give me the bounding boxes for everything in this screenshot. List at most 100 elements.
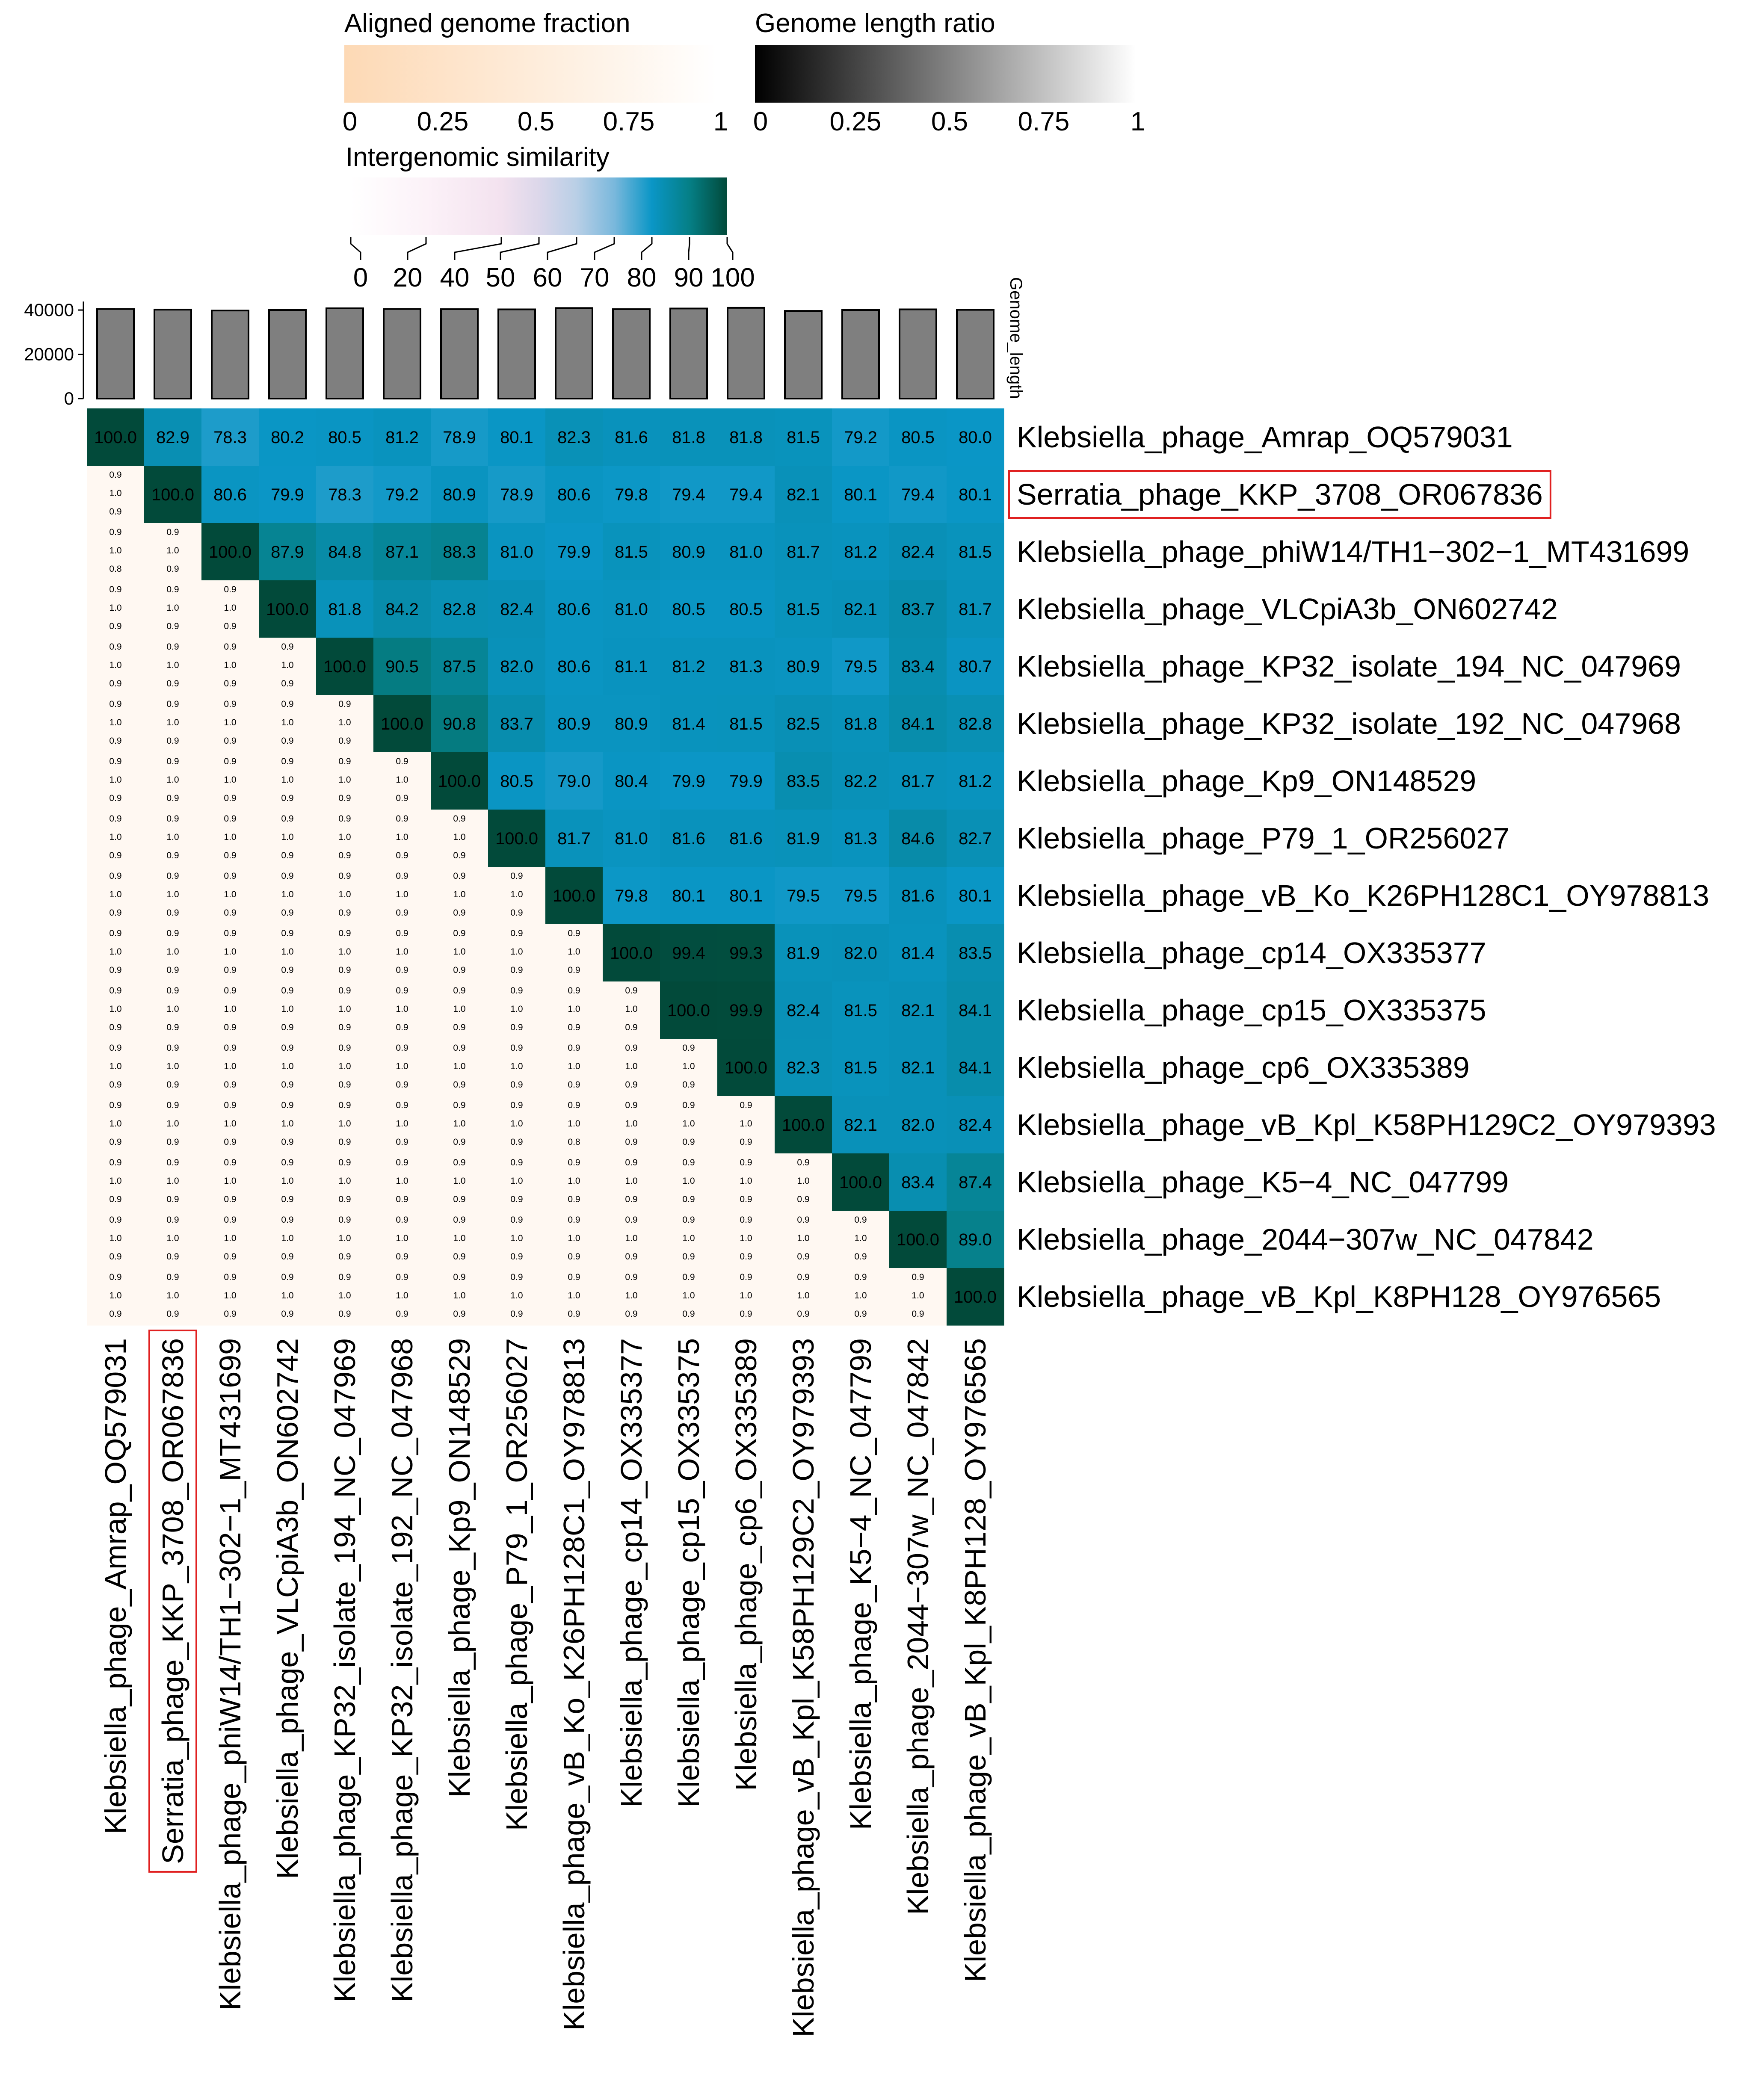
heatmap-cell-lower-label: 1.0 (224, 832, 236, 842)
heatmap-cell-lower (373, 924, 431, 982)
column-label: Klebsiella_phage_cp14_OX335377 (615, 1338, 648, 1808)
heatmap-cell-lower-label: 0.9 (224, 642, 236, 652)
heatmap-cell-lower-label: 0.9 (740, 1194, 752, 1204)
heatmap-cell-value: 80.6 (557, 657, 591, 676)
genome-length-bar (784, 310, 823, 399)
heatmap-cell-lower-label: 0.9 (281, 871, 293, 881)
heatmap-cell-value: 80.5 (500, 772, 533, 791)
heatmap-cell-lower-label: 1.0 (338, 1291, 351, 1301)
row-label: Klebsiella_phage_vB_Kpl_K8PH128_OY976565 (1017, 1280, 1661, 1313)
heatmap-cell-lower-label: 0.9 (109, 1272, 121, 1282)
heatmap-cell-lower (603, 1039, 660, 1097)
heatmap-cell-upper (259, 580, 317, 638)
heatmap-cell-value: 84.8 (328, 543, 361, 562)
heatmap-cell-lower-label: 0.9 (109, 908, 121, 918)
heatmap-cell-lower-label: 0.9 (166, 986, 179, 996)
similarity-ticks: 0 20 40 50 60 70 80 90 100 (350, 237, 755, 293)
heatmap-cell-value: 100.0 (323, 657, 366, 676)
lg-af-tick-label: 1 (713, 107, 728, 136)
heatmap-cell-lower-label: 1.0 (166, 718, 179, 727)
heatmap-cell-lower-label: 1.0 (453, 1061, 465, 1071)
lg-af-tick-label: 0.75 (603, 107, 655, 136)
heatmap-cell-lower (259, 867, 317, 925)
heatmap-cell-lower (660, 1211, 718, 1268)
heatmap-cell-value: 99.4 (672, 944, 705, 963)
heatmap-cell-lower-label: 0.9 (568, 1272, 580, 1282)
heatmap-cell-upper (717, 1039, 775, 1097)
heatmap-cell-value: 81.7 (787, 543, 820, 562)
heatmap-cell-upper (316, 466, 374, 523)
heatmap-cell-lower-label: 1.0 (166, 832, 179, 842)
heatmap-cell-lower-label: 0.9 (224, 793, 236, 803)
heatmap-cell-lower (201, 1039, 259, 1097)
genome-length-bar (96, 308, 135, 399)
heatmap-cell-value: 81.5 (844, 1058, 877, 1077)
heatmap-cell-upper (717, 523, 775, 581)
heatmap-cell-lower-label: 0.9 (166, 1194, 179, 1204)
heatmap-cell-lower-label: 1.0 (166, 775, 179, 785)
similarity-tick-connector (688, 237, 690, 260)
heatmap-cell-lower-label: 0.9 (109, 986, 121, 996)
heatmap-cell-lower-label: 0.9 (281, 814, 293, 824)
heatmap-cell-lower-label: 0.9 (453, 851, 465, 860)
heatmap-cell-value: 89.0 (959, 1230, 992, 1249)
heatmap-cell-value: 83.4 (901, 1173, 935, 1192)
heatmap-cell-lower (431, 1268, 488, 1326)
heatmap-cell-lower-label: 0.9 (396, 1158, 408, 1168)
heatmap-cell-lower (87, 1211, 145, 1268)
heatmap-cell-upper (832, 466, 890, 523)
heatmap-cell-lower (603, 1096, 660, 1154)
heatmap-cell-lower-label: 0.9 (740, 1100, 752, 1110)
heatmap-cell-lower-label: 1.0 (453, 1119, 465, 1129)
heatmap-cell-upper (947, 1153, 1004, 1211)
heatmap-cell-lower-label: 0.9 (281, 679, 293, 689)
heatmap-cell-value: 87.5 (443, 657, 476, 676)
heatmap-cell-lower (259, 1268, 317, 1326)
heatmap-cell-lower (87, 1268, 145, 1326)
heatmap-cell-lower-label: 0.9 (625, 1023, 637, 1032)
heatmap-cell-lower (431, 1039, 488, 1097)
heatmap-cell-value: 81.0 (729, 543, 763, 562)
heatmap-cell-value: 100.0 (553, 887, 595, 905)
heatmap-cell-lower-label: 0.9 (281, 699, 293, 709)
heatmap-cell-upper (660, 408, 718, 466)
heatmap-cell-lower-label: 1.0 (568, 1061, 580, 1071)
heatmap-cell-lower-label: 0.9 (338, 699, 351, 709)
heatmap-cell-value: 100.0 (94, 428, 137, 447)
heatmap-cell-lower-label: 0.9 (797, 1215, 809, 1225)
heatmap-cell-lower-label: 0.9 (281, 1272, 293, 1282)
heatmap-cell-lower-label: 1.0 (109, 1291, 121, 1301)
heatmap-cell-lower-label: 0.9 (396, 1252, 408, 1262)
heatmap-cell-value: 99.3 (729, 944, 763, 963)
heatmap-cell-lower-label: 0.9 (338, 965, 351, 975)
heatmap-cell-value: 79.2 (844, 428, 877, 447)
similarity-tick-label: 0 (353, 263, 368, 293)
heatmap-cell-lower (201, 1096, 259, 1154)
heatmap-cell-lower-label: 0.9 (224, 986, 236, 996)
heatmap-cell-upper (660, 867, 718, 925)
heatmap-cell-lower-label: 1.0 (453, 1176, 465, 1186)
heatmap-cell-upper (717, 924, 775, 982)
heatmap-cell-value: 80.6 (557, 600, 591, 619)
heatmap-cell-upper (775, 981, 832, 1039)
heatmap-cell-lower-label: 1.0 (682, 1291, 695, 1301)
heatmap-cell-lower-label: 0.9 (109, 470, 121, 480)
heatmap-cell-lower-label: 1.0 (625, 1004, 637, 1014)
heatmap-cell-upper (832, 810, 890, 867)
heatmap-cell-lower-label: 0.9 (281, 928, 293, 938)
heatmap-cell-value: 90.8 (443, 715, 476, 733)
heatmap-cell-lower-label: 0.9 (224, 1215, 236, 1225)
heatmap-cell-lower-label: 1.0 (568, 1119, 580, 1129)
heatmap-cell-value: 80.5 (901, 428, 935, 447)
heatmap-cell-lower-label: 1.0 (281, 1061, 293, 1071)
similarity-tick-connector (547, 237, 577, 260)
heatmap-cell-value: 80.5 (672, 600, 705, 619)
heatmap-cell-lower (316, 1211, 374, 1268)
heatmap-cell-upper (832, 981, 890, 1039)
heatmap-cell-value: 87.4 (959, 1173, 992, 1192)
heatmap-cell-lower-label: 1.0 (453, 1004, 465, 1014)
heatmap-cell-lower (87, 695, 145, 753)
heatmap-cell-value: 82.0 (844, 944, 877, 963)
heatmap-cell-lower-label: 0.9 (109, 507, 121, 517)
heatmap-cell-value: 81.8 (844, 715, 877, 733)
